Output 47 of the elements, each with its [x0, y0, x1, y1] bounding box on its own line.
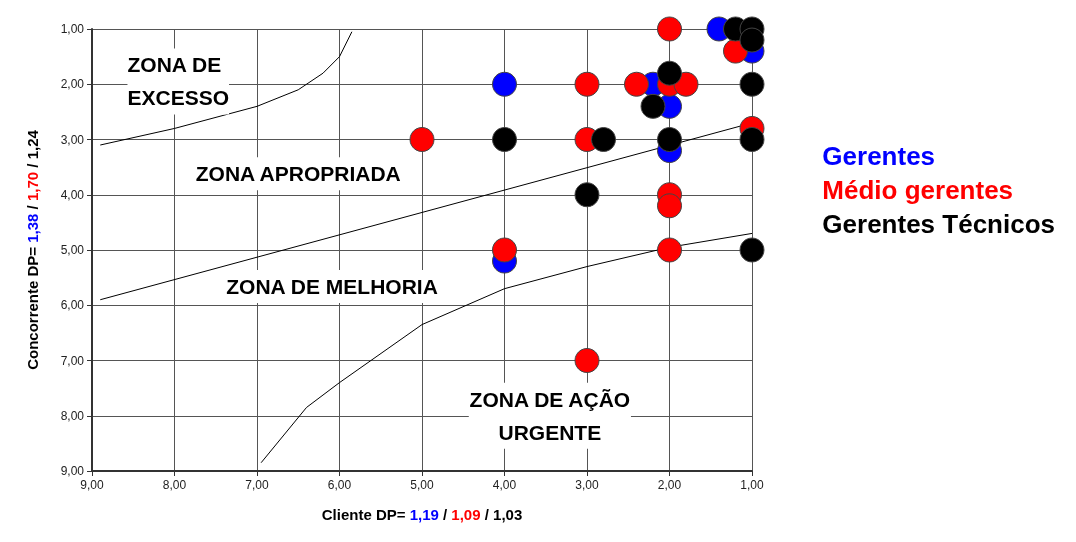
x-tick-label: 9,00: [80, 478, 104, 492]
y-tick-label: 8,00: [60, 408, 85, 423]
point: [657, 60, 682, 86]
y-tick-label: 7,00: [60, 353, 85, 368]
y-tick-label: 9,00: [60, 464, 85, 478]
x-tick-label: 6,00: [327, 478, 352, 492]
point: [739, 237, 765, 263]
point: [574, 182, 600, 208]
y-axis-title: Concorrente DP= 1,38 / 1,70 / 1,24: [24, 129, 41, 370]
annotation: ZONA APROPRIADA: [195, 162, 401, 186]
point: [492, 237, 517, 263]
point: [492, 71, 517, 97]
x-axis-title: Cliente DP= 1,19 / 1,09 / 1,03: [321, 506, 523, 523]
y-tick-label: 6,00: [60, 298, 85, 313]
point: [409, 127, 435, 152]
point: [739, 127, 765, 152]
text: Médio gerentes: [822, 175, 1014, 205]
y-tick-label: 5,00: [60, 243, 85, 257]
annotation: ZONA DE AÇÃO URGENTE: [469, 387, 631, 444]
y-tick-label: 4,00: [60, 187, 85, 202]
point: [574, 71, 600, 97]
x-tick-label: 8,00: [162, 478, 187, 492]
point: [574, 348, 600, 373]
y-tick-label: 3,00: [60, 132, 85, 147]
x-tick-label: 5,00: [410, 478, 434, 492]
point: [492, 127, 517, 152]
point: [624, 71, 649, 97]
line-series: [99, 31, 353, 146]
x-tick-label: 1,00: [740, 478, 764, 492]
text: Gerentes: [822, 141, 936, 171]
point: [739, 27, 765, 53]
point: [739, 71, 765, 97]
y-tick-label: 2,00: [60, 77, 85, 92]
point: [640, 93, 666, 119]
point: [657, 193, 682, 219]
x-tick-label: 2,00: [657, 478, 682, 492]
annotation: ZONA DE EXCESSO: [127, 53, 230, 110]
x-tick-label: 7,00: [245, 478, 269, 492]
point: [657, 237, 682, 263]
y-tick-label: 1,00: [60, 22, 85, 36]
text: Gerentes Técnicos: [822, 209, 1055, 239]
point: [657, 16, 682, 42]
x-tick-label: 3,00: [575, 478, 599, 492]
point: [591, 127, 616, 152]
annotation: ZONA DE MELHORIA: [226, 274, 438, 298]
x-tick-label: 4,00: [492, 478, 517, 492]
point: [657, 127, 682, 152]
